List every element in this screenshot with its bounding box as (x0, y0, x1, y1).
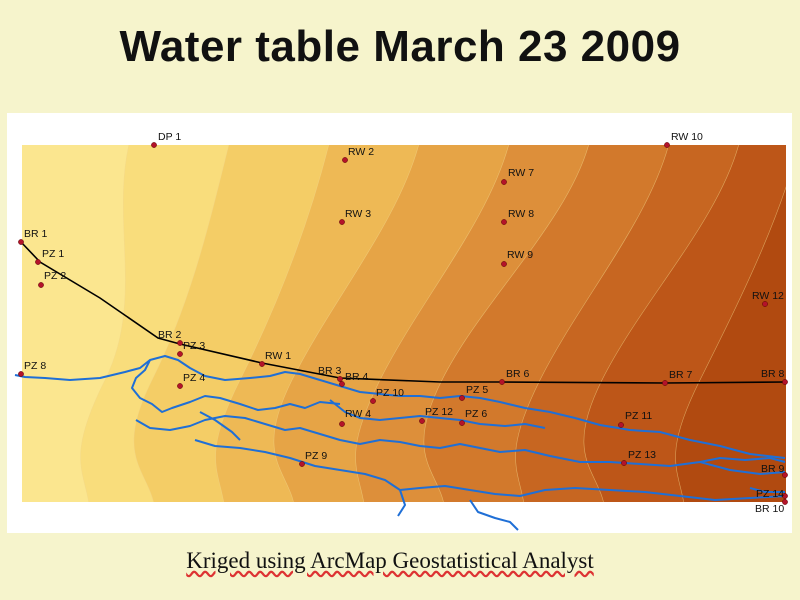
well-label: RW 7 (508, 167, 534, 179)
water-table-map: DP 1 RW 10 RW 2 RW 7 RW 3 RW 8 RW 9 BR 1 PZ 1 PZ … (14, 131, 788, 531)
well-marker (177, 383, 183, 389)
well-marker (177, 340, 183, 346)
well-label: RW 8 (508, 208, 534, 220)
well-label: BR 2 (158, 329, 182, 341)
well-label: PZ 13 (628, 449, 656, 461)
well-label: DP 1 (158, 131, 181, 143)
well-marker (501, 219, 507, 225)
well-label: RW 3 (345, 208, 371, 220)
caption-text: Kriged using ArcMap Geostatistical Analy… (186, 548, 594, 573)
river-segment (135, 415, 786, 475)
well-label: RW 1 (265, 350, 291, 362)
well-label: PZ 8 (24, 360, 46, 372)
well-label: BR 10 (755, 503, 784, 515)
map-frame: DP 1 RW 10 RW 2 RW 7 RW 3 RW 8 RW 9 BR 1 PZ 1 PZ … (7, 113, 792, 533)
well-marker (762, 301, 768, 307)
well-label: PZ 6 (465, 408, 487, 420)
well-marker (151, 142, 157, 148)
well-marker (782, 379, 788, 385)
well-marker (342, 157, 348, 163)
well-marker (339, 381, 345, 387)
well-label: RW 2 (348, 146, 374, 158)
well-label: BR 9 (761, 463, 785, 475)
river-segment (749, 487, 785, 493)
well-label: PZ 1 (42, 248, 64, 260)
well-marker (259, 361, 265, 367)
well-label: PZ 9 (305, 450, 327, 462)
well-marker (35, 259, 41, 265)
well-label: RW 10 (671, 131, 703, 143)
well-marker (501, 179, 507, 185)
well-label: PZ 14 (756, 488, 784, 500)
well-label: PZ 3 (183, 340, 205, 352)
well-marker (339, 421, 345, 427)
slide-title: Water table March 23 2009 (119, 22, 681, 71)
well-marker (370, 398, 376, 404)
well-markers: DP 1 RW 10 RW 2 RW 7 RW 3 RW 8 RW 9 BR 1 PZ 1 PZ … (18, 131, 788, 515)
well-label: BR 4 (345, 371, 369, 383)
well-marker (782, 472, 788, 478)
well-label: BR 1 (24, 228, 48, 240)
well-label: RW 9 (507, 249, 533, 261)
river-segment (469, 499, 519, 531)
well-marker (782, 493, 788, 499)
well-marker (38, 282, 44, 288)
well-label: BR 8 (761, 368, 785, 380)
kriged-surface (22, 145, 786, 502)
well-marker (459, 420, 465, 426)
river-segment (199, 411, 241, 441)
well-marker (621, 460, 627, 466)
river-segment (194, 439, 406, 517)
well-marker (664, 142, 670, 148)
surface-band (675, 186, 786, 502)
well-label: PZ 10 (376, 387, 404, 399)
well-marker (499, 379, 505, 385)
well-marker (177, 351, 183, 357)
river-segment (399, 485, 786, 501)
river-segment (699, 457, 786, 463)
title-band: Water table March 23 2009 (0, 0, 800, 100)
well-marker (18, 371, 24, 377)
river-network (14, 355, 786, 531)
well-label: PZ 12 (425, 406, 453, 418)
well-marker (618, 422, 624, 428)
caption: Kriged using ArcMap Geostatistical Analy… (0, 548, 780, 574)
well-marker (782, 499, 788, 505)
well-label: BR 6 (506, 368, 530, 380)
well-label: BR 7 (669, 369, 693, 381)
well-marker (299, 461, 305, 467)
well-marker (419, 418, 425, 424)
well-marker (459, 395, 465, 401)
well-marker (662, 380, 668, 386)
well-label: BR 3 (318, 365, 342, 377)
river-segment (131, 359, 341, 413)
well-marker (18, 239, 24, 245)
river-segment (329, 399, 546, 429)
well-marker (501, 261, 507, 267)
well-marker (337, 376, 343, 382)
well-label: PZ 5 (466, 384, 488, 396)
well-label: RW 4 (345, 408, 371, 420)
well-label: PZ 4 (183, 372, 205, 384)
well-label: PZ 11 (625, 410, 652, 422)
well-label: PZ 2 (44, 270, 66, 282)
well-marker (339, 219, 345, 225)
well-label: RW 12 (752, 290, 784, 302)
